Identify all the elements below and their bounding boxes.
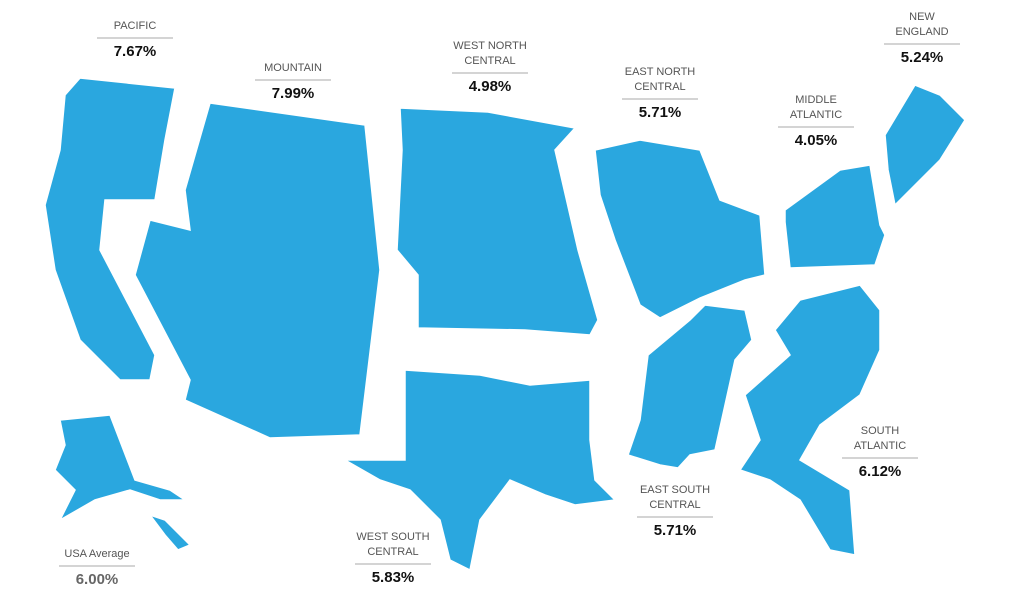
region-name: CENTRAL: [649, 499, 700, 511]
region-name: PACIFIC: [114, 20, 157, 32]
region-name: EAST NORTH: [625, 66, 696, 78]
region-value: 6.12%: [859, 463, 902, 480]
region-name: MOUNTAIN: [264, 62, 322, 74]
region-name: ENGLAND: [895, 26, 948, 38]
region-name: CENTRAL: [634, 81, 685, 93]
new-england-region: [884, 84, 966, 207]
region-value: 4.98%: [469, 78, 512, 95]
region-name: ATLANTIC: [790, 109, 842, 121]
alaska: [54, 414, 188, 522]
region-name: ATLANTIC: [854, 440, 906, 452]
hawaii: [147, 513, 192, 551]
region-value: 7.67%: [114, 43, 157, 60]
region-value: 4.05%: [795, 132, 838, 149]
region-value: 6.00%: [76, 571, 119, 588]
region-name: CENTRAL: [367, 546, 418, 558]
region-name: WEST NORTH: [453, 40, 527, 52]
region-value: 5.71%: [639, 104, 682, 121]
region-name: USA Average: [64, 548, 129, 560]
region-name: SOUTH: [861, 425, 900, 437]
region-value: 5.83%: [372, 569, 415, 586]
region-value: 7.99%: [272, 85, 315, 102]
region-name: WEST SOUTH: [356, 531, 429, 543]
east-north-central-region: [594, 139, 766, 319]
west-south-central-region: [342, 369, 617, 572]
middle-atlantic-region: [784, 164, 886, 269]
south-atlantic-region: [738, 284, 881, 556]
region-name: CENTRAL: [464, 55, 515, 67]
region-name: EAST SOUTH: [640, 484, 710, 496]
region-labels: PACIFIC 7.67% MOUNTAIN 7.99% WEST NORTH CENTR…: [59, 11, 960, 588]
region-value: 5.71%: [654, 522, 697, 539]
states: [44, 77, 966, 572]
mountain-region: [134, 102, 381, 439]
region-name: NEW: [909, 11, 935, 23]
region-value: 5.24%: [901, 49, 944, 66]
pacific-region: [44, 77, 176, 381]
west-north-central-region: [396, 107, 599, 336]
east-south-central-region: [627, 304, 753, 469]
region-name: MIDDLE: [795, 94, 837, 106]
